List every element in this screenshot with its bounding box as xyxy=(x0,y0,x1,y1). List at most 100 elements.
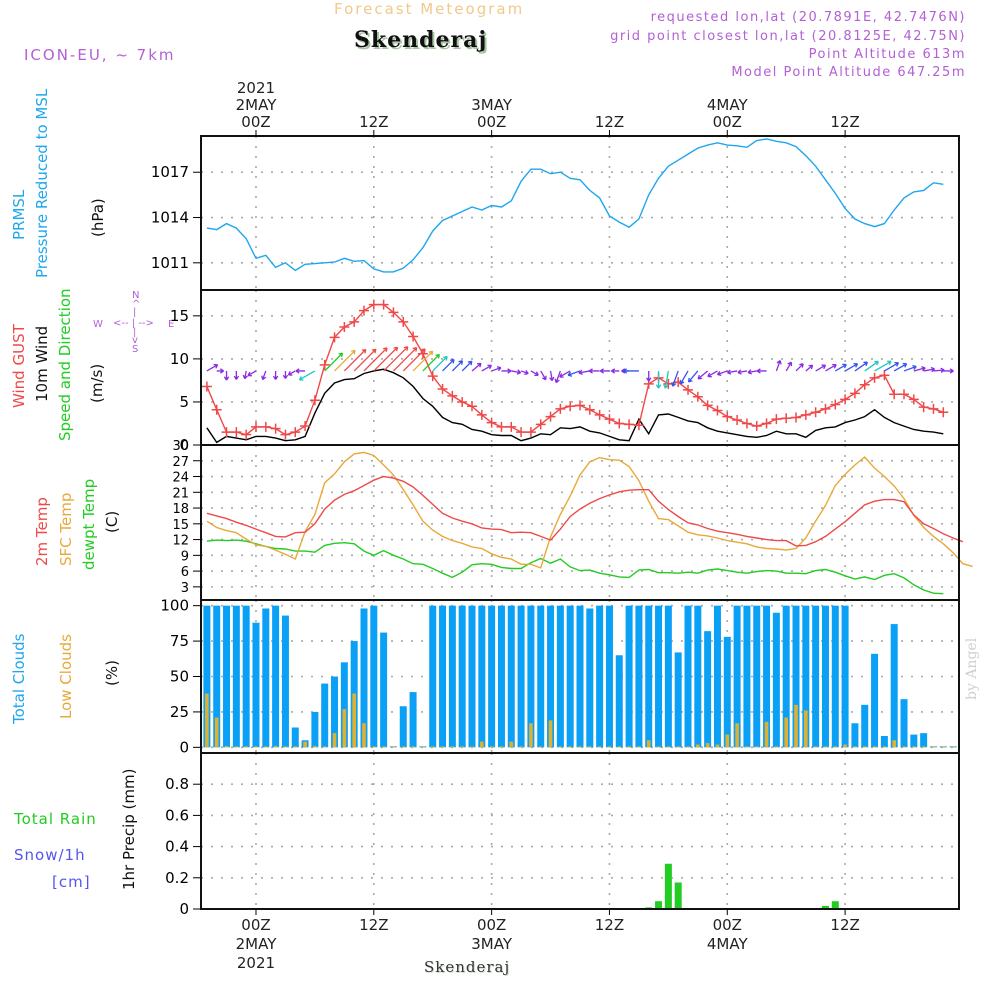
wind-gust-marker xyxy=(810,407,821,418)
wind-gust-marker xyxy=(349,316,360,327)
y-tick-label: 1011 xyxy=(151,254,189,272)
wind-arrow xyxy=(402,348,426,372)
low-cloud-bar xyxy=(676,746,680,748)
total-cloud-bar xyxy=(704,631,712,748)
wind-arrow xyxy=(216,368,225,374)
wind-arrow xyxy=(501,368,512,374)
wind-arrow xyxy=(491,366,502,372)
low-cloud-bar xyxy=(430,746,435,748)
wind-gust-marker xyxy=(457,396,468,407)
wind-arrow xyxy=(943,368,954,374)
low-cloud-bar xyxy=(843,744,847,748)
wind-arrow xyxy=(716,370,728,377)
total-cloud-bar xyxy=(439,605,447,748)
low-cloud-bar xyxy=(715,744,720,748)
time-label: 2MAY xyxy=(236,935,278,953)
total-cloud-bar xyxy=(537,605,545,748)
low-cloud-bar xyxy=(254,746,258,748)
low-cloud-bar xyxy=(548,720,553,748)
wind-arrow xyxy=(599,368,610,374)
y-tick-label: 25 xyxy=(170,703,189,721)
wind-gust-marker xyxy=(427,371,438,382)
low-cloud-bar xyxy=(224,745,229,748)
low-cloud-bar xyxy=(617,746,622,748)
y-tick-label: 21 xyxy=(172,486,189,501)
cloud-bars xyxy=(203,605,957,748)
wind-gust-marker xyxy=(712,405,723,416)
low-cloud-bar xyxy=(597,746,602,748)
total-cloud-bar xyxy=(262,608,270,748)
wind-gust-marker xyxy=(761,418,772,429)
total-cloud-bar xyxy=(458,605,466,748)
total-cloud-bar xyxy=(920,733,928,748)
dewpoint-line xyxy=(206,539,944,595)
low-cloud-bar xyxy=(411,746,415,748)
wind-gust-marker xyxy=(231,427,242,438)
wind-gust-marker xyxy=(594,409,605,420)
total-cloud-bar xyxy=(645,605,653,748)
total-cloud-bar xyxy=(360,608,368,748)
wind-arrow xyxy=(884,362,900,372)
temp-2m-series xyxy=(206,475,964,547)
wind-gust-marker xyxy=(201,381,212,392)
total-cloud-bar xyxy=(861,704,869,748)
wind-arrow xyxy=(611,368,620,374)
total-cloud-bar xyxy=(517,605,525,748)
y-tick-label: 100 xyxy=(160,597,189,615)
compass-north: N xyxy=(132,290,140,301)
total-cloud-bar xyxy=(831,605,839,748)
low-cloud-bar xyxy=(205,693,209,748)
wind-gust-marker xyxy=(820,403,831,414)
wind-arrow xyxy=(578,369,590,376)
low-cloud-bar xyxy=(470,746,474,748)
low-cloud-bar xyxy=(951,746,955,748)
wind-gust-marker xyxy=(899,389,910,400)
time-label: 12Z xyxy=(595,113,624,131)
y-tick-label: 27 xyxy=(172,455,189,470)
low-cloud-bar xyxy=(214,717,219,748)
model-label: ICON-EU, ~ 7km xyxy=(24,46,176,64)
time-label: 00Z xyxy=(713,113,742,131)
low-cloud-bar xyxy=(725,734,730,748)
total-cloud-bar xyxy=(409,692,417,748)
time-label: 12Z xyxy=(359,113,388,131)
wind-gust-marker xyxy=(633,420,644,431)
low-cloud-bar xyxy=(745,746,749,748)
low-cloud-bar xyxy=(489,746,494,748)
low-cloud-bar xyxy=(833,746,838,748)
total-cloud-bar xyxy=(213,605,221,748)
wind-arrow xyxy=(923,366,936,373)
total-cloud-bar xyxy=(380,632,388,748)
low-cloud-bar xyxy=(352,693,356,748)
low-cloud-bar xyxy=(872,746,877,748)
footer-station-name: Skenderaj xyxy=(424,958,511,976)
y-tick-label: 5 xyxy=(179,393,189,411)
wind-gust-marker xyxy=(849,388,860,399)
wind-arrow xyxy=(334,349,356,372)
snow-unit-label: [cm] xyxy=(52,873,91,891)
wind-gust-marker xyxy=(358,305,369,316)
wind-gust-marker xyxy=(476,409,487,420)
total-cloud-bar xyxy=(792,605,800,748)
wind-arrow xyxy=(707,370,718,378)
time-label: 00Z xyxy=(477,113,506,131)
wind-arrow xyxy=(663,370,670,389)
low-cloud-bar xyxy=(921,746,926,748)
pressure-panel: 1011 1014 1017 xyxy=(151,136,959,290)
total-cloud-bar xyxy=(635,605,643,748)
wind-gust-marker xyxy=(339,322,350,333)
low-cloud-bar xyxy=(244,746,248,748)
wind-gust-marker xyxy=(250,421,261,432)
wind-gust-marker xyxy=(565,401,576,412)
wind-gust-marker xyxy=(290,427,301,438)
wind-gust-marker xyxy=(791,412,802,423)
total-cloud-bar xyxy=(252,622,260,748)
total-cloud-bar xyxy=(203,605,211,748)
point-altitude: Point Altitude 613m xyxy=(808,47,966,62)
wind-panel: 0 5 10 15 xyxy=(170,290,959,454)
wind-gust-marker xyxy=(692,391,703,402)
wind-arrow xyxy=(671,370,679,387)
low-cloud-bar xyxy=(637,746,641,748)
low-cloud-bar xyxy=(646,740,651,748)
low-cloud-bar xyxy=(941,746,946,748)
